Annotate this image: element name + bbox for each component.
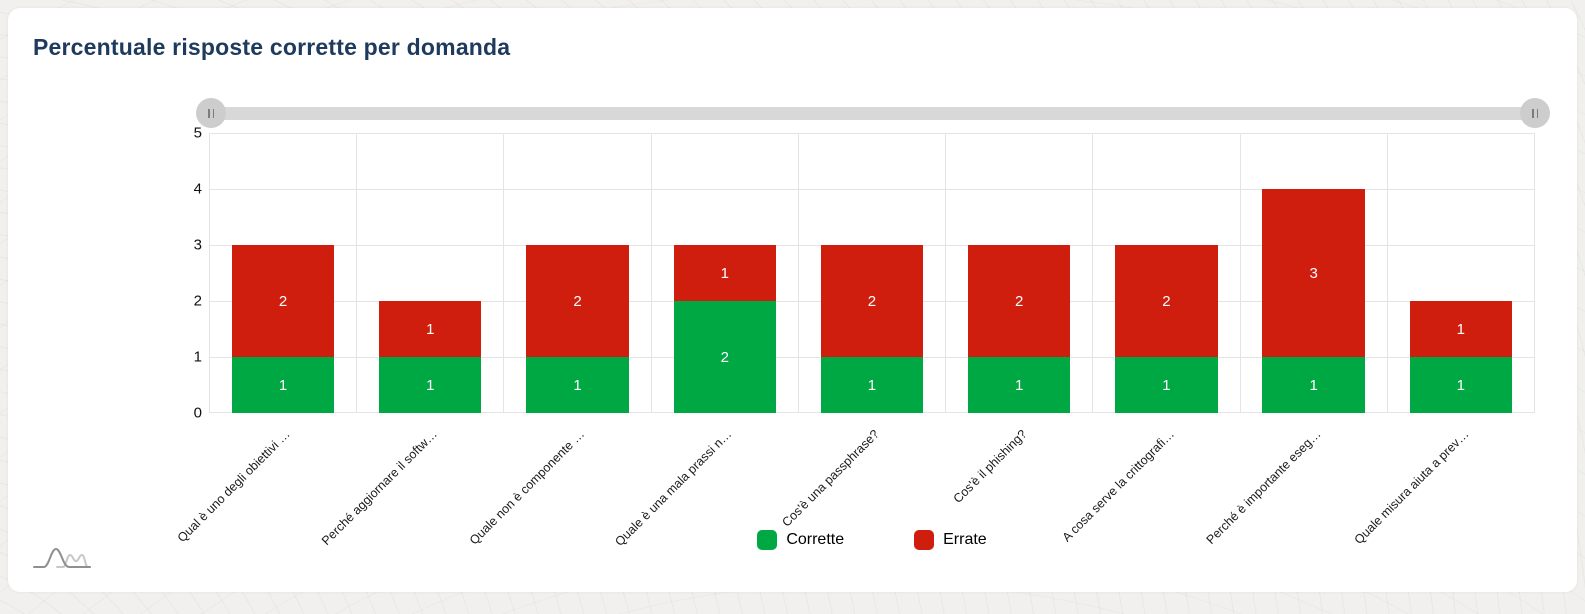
legend: Corrette Errate: [209, 530, 1535, 550]
bar-segment-corrette[interactable]: 1: [820, 357, 924, 413]
amcharts-logo-icon[interactable]: [33, 544, 91, 572]
y-axis-label: 0: [193, 404, 202, 422]
y-axis-label: 4: [193, 180, 202, 198]
legend-swatch: [757, 530, 778, 550]
y-axis-label: 2: [193, 292, 202, 310]
gridline: [209, 189, 1535, 190]
bar-segment-corrette[interactable]: 1: [379, 357, 482, 413]
bar-value-label: 1: [1162, 376, 1171, 394]
chart-card: Percentuale risposte corrette per domand…: [8, 8, 1577, 592]
x-axis-label: Cos'è una passphrase?: [779, 427, 882, 530]
bar-value-label: 2: [1162, 292, 1171, 310]
legend-item-errate[interactable]: Errate: [914, 530, 987, 550]
bar-segment-corrette[interactable]: 1: [1115, 357, 1218, 413]
y-axis-label: 5: [193, 124, 202, 142]
x-axis-label: Quale misura aiuta a prev…: [1351, 427, 1472, 547]
bar-segment-errate[interactable]: 2: [526, 245, 629, 357]
bar-value-label: 1: [573, 376, 582, 394]
x-axis-label: Perché è importante eseg…: [1203, 427, 1324, 547]
bar-segment-errate[interactable]: 2: [820, 245, 924, 357]
bar-segment-corrette[interactable]: 1: [526, 357, 629, 413]
scrollbar-right-grip-icon[interactable]: [1520, 98, 1550, 128]
bar-value-label: 2: [1015, 292, 1024, 310]
bar-segment-corrette[interactable]: 2: [673, 301, 776, 413]
x-axis-label: Qual è uno degli obiettivi …: [174, 427, 293, 545]
bar-value-label: 1: [1309, 376, 1318, 394]
x-axis-label: A cosa serve la crittografi…: [1059, 427, 1177, 545]
bar-segment-corrette[interactable]: 1: [1409, 357, 1513, 413]
bar-segment-errate[interactable]: 2: [1115, 245, 1218, 357]
legend-item-corrette[interactable]: Corrette: [757, 530, 844, 550]
bar-segment-errate[interactable]: 3: [1262, 189, 1365, 357]
zoom-scrollbar-track[interactable]: [196, 98, 1550, 128]
bar-segment-errate[interactable]: 1: [379, 301, 482, 357]
bar-value-label: 1: [1015, 376, 1024, 394]
bar-value-label: 2: [573, 292, 582, 310]
bar-segment-corrette[interactable]: 1: [1262, 357, 1365, 413]
bar-segment-errate[interactable]: 1: [673, 245, 776, 301]
bar-value-label: 1: [426, 320, 435, 338]
x-axis: Qual è uno degli obiettivi … Perché aggio…: [175, 413, 1535, 549]
bar-value-label: 1: [1456, 320, 1466, 338]
x-axis-label: Cos'è il phishing?: [950, 427, 1030, 506]
bar-value-label: 2: [720, 348, 729, 366]
legend-swatch: [914, 530, 935, 550]
chart-title: Percentuale risposte corrette per domand…: [33, 34, 511, 60]
legend-label: Corrette: [786, 531, 845, 548]
bar-value-label: 1: [867, 376, 877, 394]
scrollbar-left-grip-icon[interactable]: [196, 98, 226, 128]
gridline: [209, 133, 1535, 134]
bar-segment-errate[interactable]: 2: [231, 245, 335, 357]
bar-value-label: 2: [278, 292, 288, 310]
bar-value-label: 2: [867, 292, 877, 310]
bar-segment-corrette[interactable]: 1: [968, 357, 1071, 413]
y-axis-label: 3: [193, 236, 202, 254]
bar-value-label: 1: [1456, 376, 1466, 394]
y-axis-label: 1: [193, 348, 202, 366]
bar-value-label: 3: [1309, 264, 1318, 282]
bar-segment-errate[interactable]: 1: [1409, 301, 1513, 357]
bar-value-label: 1: [720, 264, 729, 282]
bar-value-label: 1: [278, 376, 288, 394]
y-axis: 0 1 2 3 4 5: [162, 125, 202, 422]
bar-segment-corrette[interactable]: 1: [231, 357, 335, 413]
bar-value-label: 1: [426, 376, 435, 394]
legend-label: Errate: [943, 531, 987, 548]
bar-segment-errate[interactable]: 2: [968, 245, 1071, 357]
